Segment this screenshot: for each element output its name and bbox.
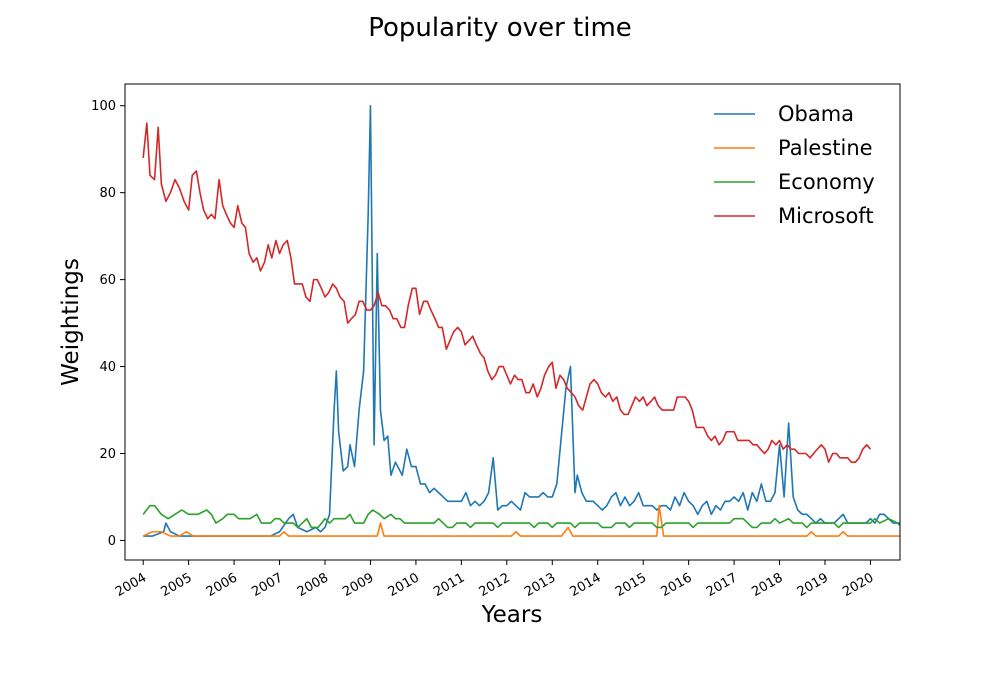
legend: Obama Palestine Economy Microsoft — [714, 102, 875, 228]
series-line-palestine — [142, 504, 900, 537]
y-tick-label: 100 — [91, 99, 116, 114]
series-layer — [142, 104, 900, 537]
series-line-economy — [142, 504, 900, 529]
y-tick-label: 0 — [108, 534, 116, 549]
y-tick-label: 80 — [99, 186, 116, 201]
y-tick-label: 20 — [99, 447, 116, 462]
x-axis-label: Years — [481, 602, 543, 628]
plot-area — [124, 83, 901, 561]
y-tick-label: 40 — [99, 360, 116, 375]
legend-label-microsoft: Microsoft — [778, 204, 874, 228]
legend-label-obama: Obama — [778, 102, 854, 126]
y-tick-label: 60 — [99, 273, 116, 288]
axes-frame — [124, 83, 901, 561]
y-axis-label: Weightings — [58, 258, 84, 386]
series-line-obama — [143, 104, 900, 537]
legend-label-palestine: Palestine — [778, 136, 873, 160]
legend-label-economy: Economy — [778, 170, 875, 194]
series-line-microsoft — [142, 122, 872, 463]
chart-title: Popularity over time — [368, 13, 632, 43]
y-axis: 0 20 40 60 80 100 — [91, 99, 125, 549]
